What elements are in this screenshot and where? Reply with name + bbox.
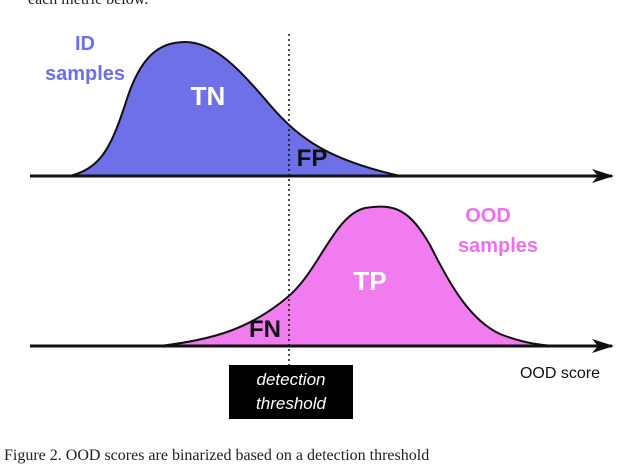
fp-label: FP: [297, 145, 328, 172]
threshold-label-line1: detection: [256, 370, 326, 389]
id-distribution-curve: [69, 40, 401, 177]
ood-samples-label-1: OOD: [465, 205, 511, 227]
tn-label: TN: [191, 81, 226, 111]
ood-distribution-curve: [159, 205, 561, 347]
threshold-label-line2: threshold: [256, 394, 326, 413]
fn-label: FN: [249, 316, 281, 343]
caption-bottom: Figure 2. OOD scores are binarized based…: [4, 447, 430, 464]
caption-top: each metric below.: [28, 0, 640, 9]
id-samples-label-2: samples: [45, 63, 125, 85]
ood-samples-label-2: samples: [458, 235, 538, 257]
axis-label: OOD score: [520, 365, 600, 382]
tp-label: TP: [353, 266, 386, 296]
threshold-label-box: detection threshold: [229, 365, 353, 419]
id-samples-label-1: ID: [75, 33, 95, 55]
